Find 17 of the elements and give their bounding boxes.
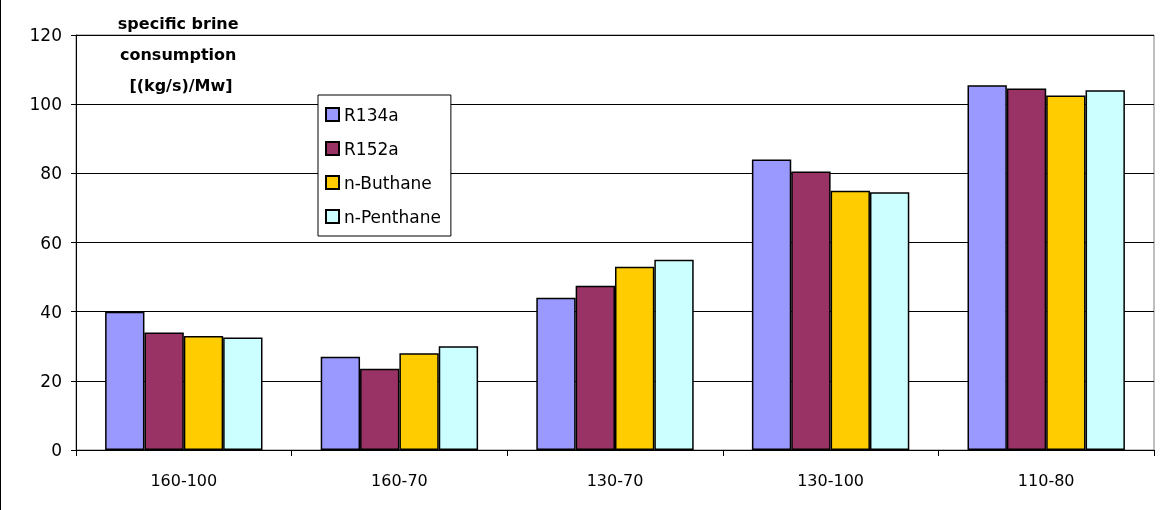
y-tick-label: 40 <box>40 301 62 322</box>
y-tick-label: 120 <box>29 25 62 45</box>
legend-label: R134a <box>344 104 399 125</box>
legend-label: R152a <box>344 138 399 159</box>
x-tick-label: 160-70 <box>371 470 428 490</box>
legend-label: n-Penthane <box>344 206 441 227</box>
y-axis-title: specific brine consumption [(kg/s)/Mw] <box>117 14 245 95</box>
x-tick-label: 160-100 <box>150 470 218 490</box>
x-tick-label: 110-80 <box>1017 470 1075 490</box>
legend-label: n-Buthane <box>344 172 432 193</box>
y-tick-label: 60 <box>40 232 62 253</box>
y-tick-label: 20 <box>40 370 62 391</box>
x-tick-label: 130-100 <box>797 470 865 490</box>
y-tick-label: 100 <box>29 94 62 115</box>
x-tick-label: 130-70 <box>586 470 644 490</box>
y-tick-label: 80 <box>40 163 62 184</box>
y-tick-label: 0 <box>51 440 62 460</box>
